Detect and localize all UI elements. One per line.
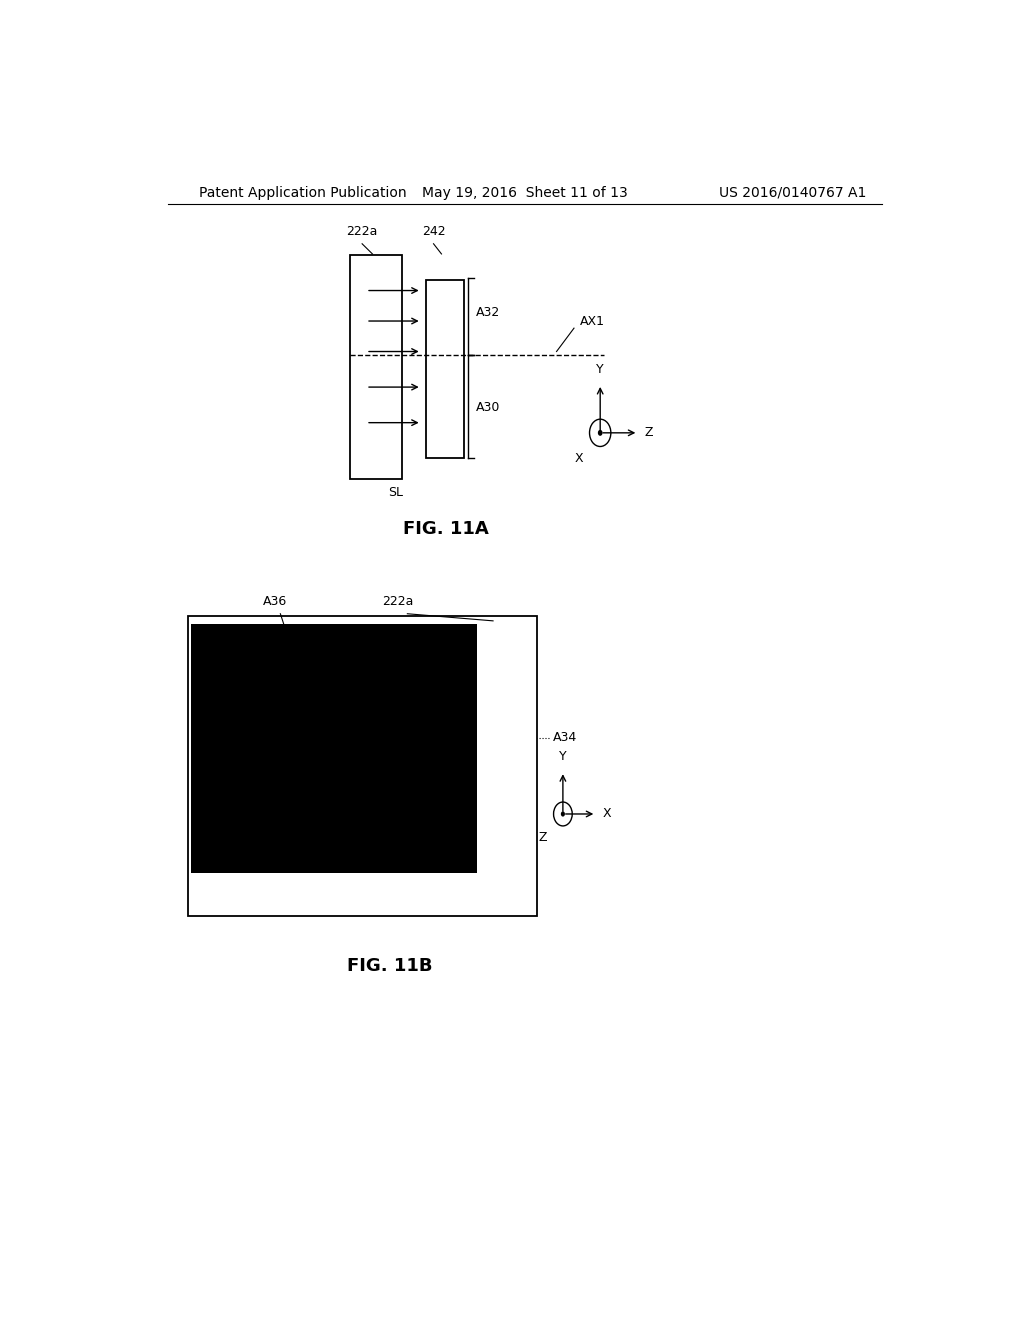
Circle shape [590,420,611,446]
Text: A30: A30 [475,401,500,414]
Text: 222a: 222a [346,224,378,238]
Bar [350,255,401,479]
Circle shape [561,812,565,817]
Text: Z: Z [539,832,547,843]
Text: Y: Y [596,363,604,376]
Text: Z: Z [645,426,653,440]
Bar [187,615,537,916]
Text: 242: 242 [422,224,445,238]
Text: 222a: 222a [382,594,414,607]
Text: FIG. 11A: FIG. 11A [402,520,488,539]
Text: SL: SL [388,486,402,499]
Text: May 19, 2016  Sheet 11 of 13: May 19, 2016 Sheet 11 of 13 [422,186,628,199]
Circle shape [554,803,572,826]
Bar [426,280,464,458]
Bar [191,624,477,873]
Text: X: X [602,808,611,821]
Text: Patent Application Publication: Patent Application Publication [200,186,408,199]
Text: X: X [574,451,584,465]
Text: A34: A34 [553,731,577,744]
Text: A36: A36 [263,594,287,607]
Text: FIG. 11B: FIG. 11B [347,957,432,975]
Circle shape [598,430,602,436]
Text: Y: Y [559,750,566,763]
Text: A32: A32 [475,306,500,319]
Text: US 2016/0140767 A1: US 2016/0140767 A1 [719,186,866,199]
Text: AX1: AX1 [581,314,605,327]
